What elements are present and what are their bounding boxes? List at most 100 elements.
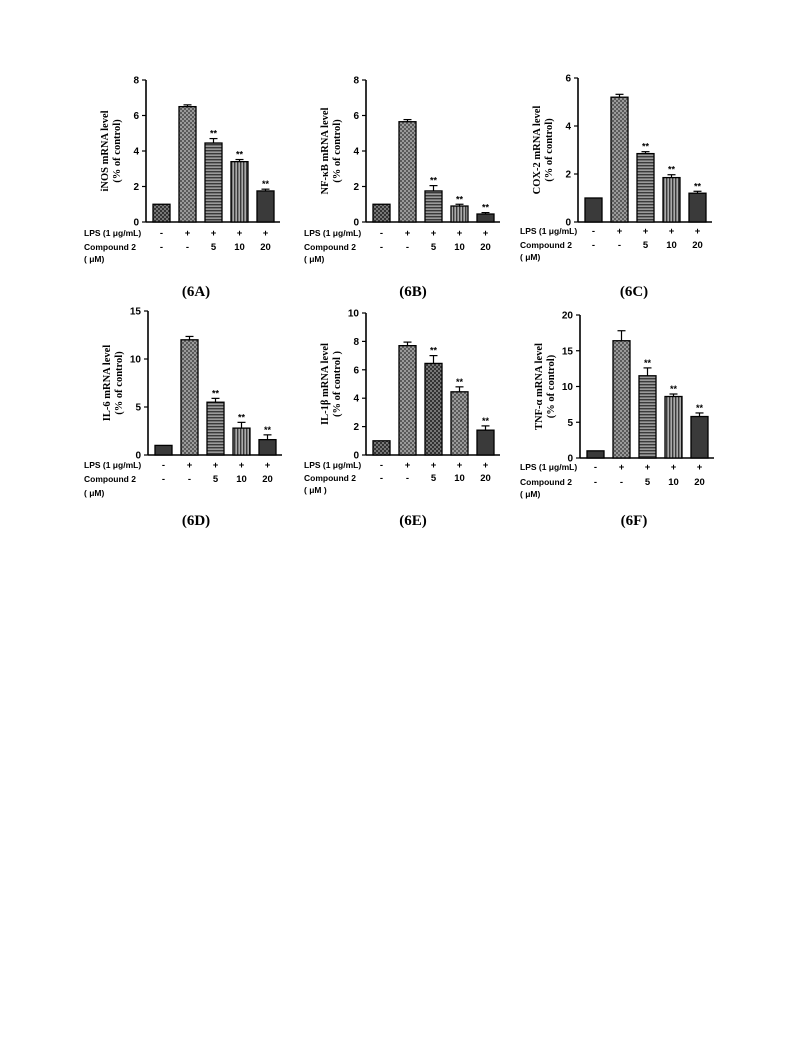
lps-value: +	[239, 460, 245, 471]
y-tick-label: 15	[562, 346, 574, 357]
lps-value: +	[211, 228, 217, 239]
significance-mark: **	[236, 150, 244, 160]
y-axis-label: iNOS mRNA level(% of control)	[100, 110, 123, 191]
treatment-row-label: ( μM)	[84, 254, 104, 264]
treatment-row-label: ( μM)	[520, 489, 540, 499]
significance-mark: **	[264, 425, 272, 435]
bar	[584, 197, 603, 223]
treatment-row-label: ( μM)	[84, 488, 104, 498]
bar	[256, 190, 275, 223]
lps-value: +	[431, 228, 437, 239]
significance-mark: **	[210, 129, 218, 139]
compound-value: 10	[454, 473, 465, 484]
compound-value: -	[380, 242, 383, 253]
bar	[372, 440, 391, 456]
treatment-row-label: Compound 2	[304, 473, 356, 483]
y-tick-label: 5	[567, 418, 573, 429]
bar	[398, 345, 417, 456]
treatment-row-label: LPS (1 μg/mL)	[84, 460, 141, 470]
chart-panel: 0 2 4 6 8 iNOS mRNA level(% of control) ** ** **…	[84, 76, 280, 300]
y-tick-label: 8	[353, 76, 359, 87]
panel-label: (6A)	[182, 284, 210, 300]
y-axis-label: NF-κB mRNA level(% of control)	[320, 107, 343, 194]
compound-value: 5	[211, 242, 217, 253]
chart-panel: 0 2 4 6 COX-2 mRNA level(% of control) ** ** **…	[520, 74, 712, 300]
bar	[178, 105, 197, 223]
lps-value: +	[643, 226, 649, 237]
y-tick-label: 0	[353, 451, 359, 462]
treatment-row-label: Compound 2	[84, 242, 136, 252]
lps-value: +	[185, 228, 191, 239]
y-tick-label: 2	[133, 182, 139, 193]
lps-value: +	[457, 228, 463, 239]
compound-value: 10	[668, 477, 679, 488]
compound-value: 10	[454, 242, 465, 253]
y-tick-label: 0	[567, 454, 573, 465]
panel-label: (6F)	[621, 513, 648, 529]
significance-mark: **	[694, 181, 702, 191]
bar	[424, 190, 443, 223]
panel-label: (6D)	[182, 513, 210, 529]
bar	[232, 427, 251, 456]
compound-value: -	[186, 242, 189, 253]
lps-value: +	[695, 226, 701, 237]
compound-value: 5	[431, 473, 437, 484]
bar	[258, 438, 277, 456]
bar	[664, 395, 683, 459]
lps-value: +	[669, 226, 675, 237]
lps-value: +	[405, 228, 411, 239]
y-axis-label: IL-6 mRNA level(% of control)	[102, 345, 125, 421]
compound-value: 20	[480, 242, 491, 253]
bar	[204, 142, 223, 223]
y-tick-label: 6	[353, 365, 359, 376]
significance-mark: **	[238, 412, 246, 422]
compound-value: -	[594, 477, 597, 488]
y-axis-label: IL-1β mRNA level(% of control )	[320, 343, 343, 425]
lps-value: +	[237, 228, 243, 239]
bar	[476, 429, 495, 456]
significance-mark: **	[430, 176, 438, 186]
treatment-row-label: Compound 2	[520, 240, 572, 250]
y-tick-label: 15	[130, 307, 142, 318]
y-tick-label: 2	[565, 170, 571, 181]
significance-mark: **	[642, 142, 650, 152]
y-tick-label: 4	[353, 394, 359, 405]
y-tick-label: 10	[130, 355, 142, 366]
treatment-row-label: LPS (1 μg/mL)	[304, 228, 361, 238]
compound-value: 5	[643, 240, 649, 251]
bar	[154, 444, 173, 456]
bar	[612, 340, 631, 459]
significance-mark: **	[482, 203, 490, 213]
bar	[688, 192, 707, 223]
bar	[638, 375, 657, 459]
significance-mark: **	[668, 165, 676, 175]
compound-value: -	[380, 473, 383, 484]
lps-value: +	[617, 226, 623, 237]
bar	[450, 391, 469, 456]
y-tick-label: 0	[135, 451, 141, 462]
y-tick-label: 8	[133, 76, 139, 87]
treatment-row-label: Compound 2	[520, 477, 572, 487]
lps-value: +	[671, 462, 677, 473]
chart-panel: 0 5 10 15 20 TNF-α mRNA level(% of control) **…	[520, 311, 714, 529]
compound-value: 5	[431, 242, 437, 253]
treatment-row-label: ( μM )	[304, 485, 327, 495]
y-tick-label: 10	[562, 382, 574, 393]
bar	[690, 415, 709, 459]
y-tick-label: 4	[133, 147, 139, 158]
lps-value: -	[380, 228, 383, 239]
compound-value: 20	[692, 240, 703, 251]
compound-value: 10	[236, 474, 247, 485]
compound-value: -	[618, 240, 621, 251]
bar	[610, 96, 629, 223]
y-tick-label: 0	[353, 218, 359, 229]
lps-value: -	[380, 460, 383, 471]
compound-value: 10	[666, 240, 677, 251]
y-tick-label: 6	[133, 111, 139, 122]
significance-mark: **	[482, 416, 490, 426]
chart-panel: 0 5 10 15 IL-6 mRNA level(% of control) ** ** *…	[84, 307, 282, 529]
bar	[450, 205, 469, 223]
treatment-row-label: Compound 2	[84, 474, 136, 484]
treatment-row-label: LPS (1 μg/mL)	[84, 228, 141, 238]
